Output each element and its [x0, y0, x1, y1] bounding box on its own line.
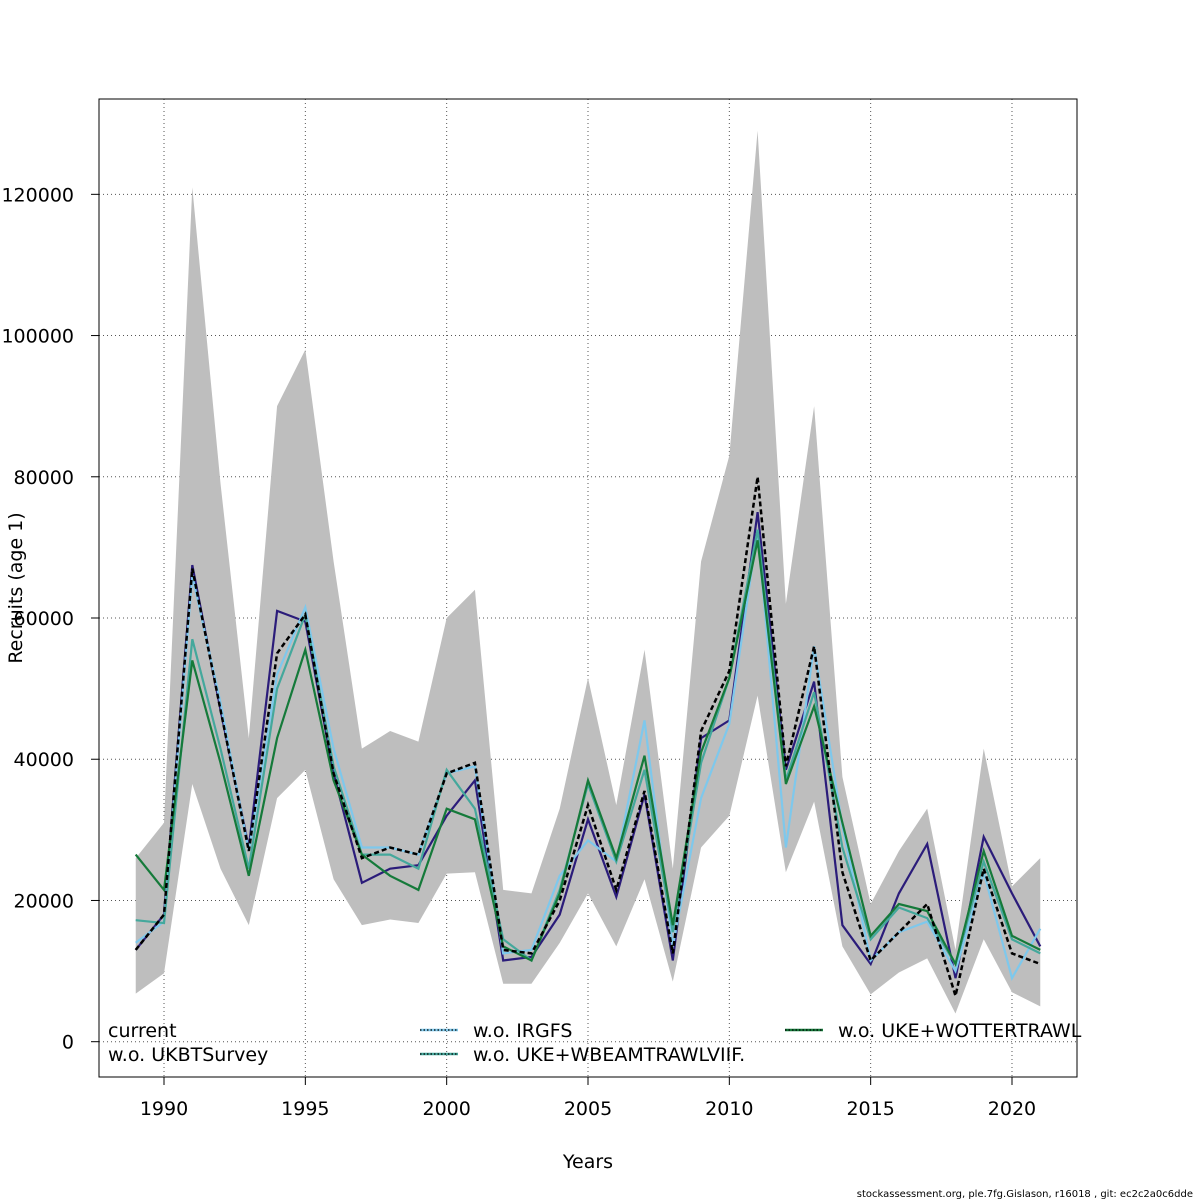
x-axis: 1990 1995 2000 2005 2010 2015 2020: [140, 1077, 1036, 1120]
x-axis-title: Years: [562, 1151, 613, 1173]
x-tick-label-2005: 2005: [564, 1098, 612, 1120]
x-tick-label-1995: 1995: [281, 1098, 329, 1120]
y-tick-label-100000: 100000: [1, 326, 74, 348]
legend-label-4: w.o. UKE+WOTTERTRAWL: [838, 1020, 1082, 1042]
y-tick-label-40000: 40000: [14, 749, 74, 771]
legend-label-0: current: [108, 1020, 177, 1042]
y-axis: 0 20000 40000 60000 80000 100000 120000: [1, 184, 99, 1054]
credit-text: stockassessment.org, ple.7fg.Gislason, r…: [857, 1189, 1193, 1200]
x-tick-label-2015: 2015: [846, 1098, 894, 1120]
y-tick-label-80000: 80000: [14, 467, 74, 489]
x-tick-label-2000: 2000: [422, 1098, 470, 1120]
legend-label-3: w.o. UKE+WBEAMTRAWLVIIF.: [473, 1044, 745, 1066]
x-tick-label-2020: 2020: [988, 1098, 1036, 1120]
y-tick-label-20000: 20000: [14, 890, 74, 912]
y-tick-label-0: 0: [62, 1032, 74, 1054]
series-lines: [134, 476, 1042, 1001]
x-tick-label-2010: 2010: [705, 1098, 753, 1120]
y-axis-title: Recruits (age 1): [5, 512, 27, 663]
confidence-band-area: [135, 130, 1041, 1014]
confidence-band: [135, 130, 1041, 1014]
series-line-4: [134, 540, 1041, 968]
legend-label-2: w.o. IRGFS: [473, 1020, 572, 1042]
y-tick-label-120000: 120000: [1, 184, 74, 206]
series-line-current: [134, 476, 1041, 1001]
legend-label-1: w.o. UKBTSurvey: [108, 1044, 268, 1066]
x-tick-label-1990: 1990: [140, 1098, 188, 1120]
y-tick-label-60000: 60000: [14, 608, 74, 630]
